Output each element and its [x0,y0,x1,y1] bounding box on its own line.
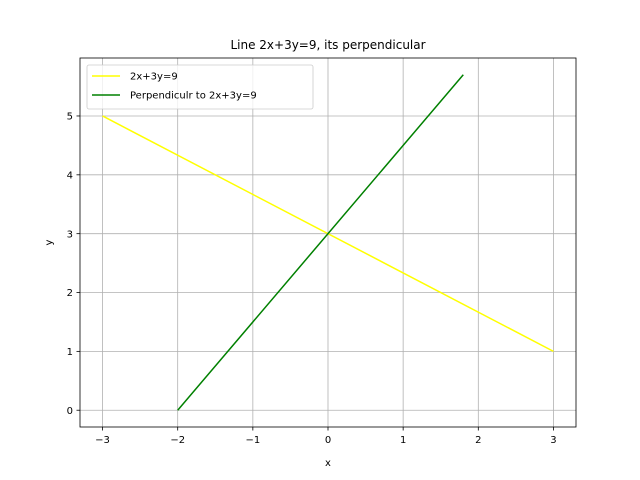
chart-title: Line 2x+3y=9, its perpendicular [230,38,425,52]
legend: 2x+3y=9 Perpendiculr to 2x+3y=9 [86,64,314,110]
x-tick-label: 1 [400,435,406,446]
y-tick-label: 4 [67,170,73,181]
y-tick-label: 2 [67,288,73,299]
y-axis-label: y [44,239,55,245]
y-tick-label: 0 [67,406,73,417]
legend-entry-label: Perpendiculr to 2x+3y=9 [130,91,257,102]
axis-ticks: −3 −2 −1 0 1 2 3 0 1 2 3 4 5 [67,112,557,446]
y-tick-label: 5 [67,112,73,123]
x-tick-label: −2 [170,435,185,446]
x-tick-label: −3 [95,435,110,446]
legend-entry-label: 2x+3y=9 [130,72,178,83]
x-tick-label: 2 [475,435,481,446]
series-lines [102,74,554,411]
y-tick-label: 1 [67,347,73,358]
x-tick-label: 0 [325,435,331,446]
x-tick-label: −1 [245,435,260,446]
y-tick-label: 3 [67,229,73,240]
series-line-2 [177,74,464,411]
legend-box [86,64,314,110]
x-tick-label: 3 [550,435,556,446]
x-axis-label: x [325,458,331,469]
